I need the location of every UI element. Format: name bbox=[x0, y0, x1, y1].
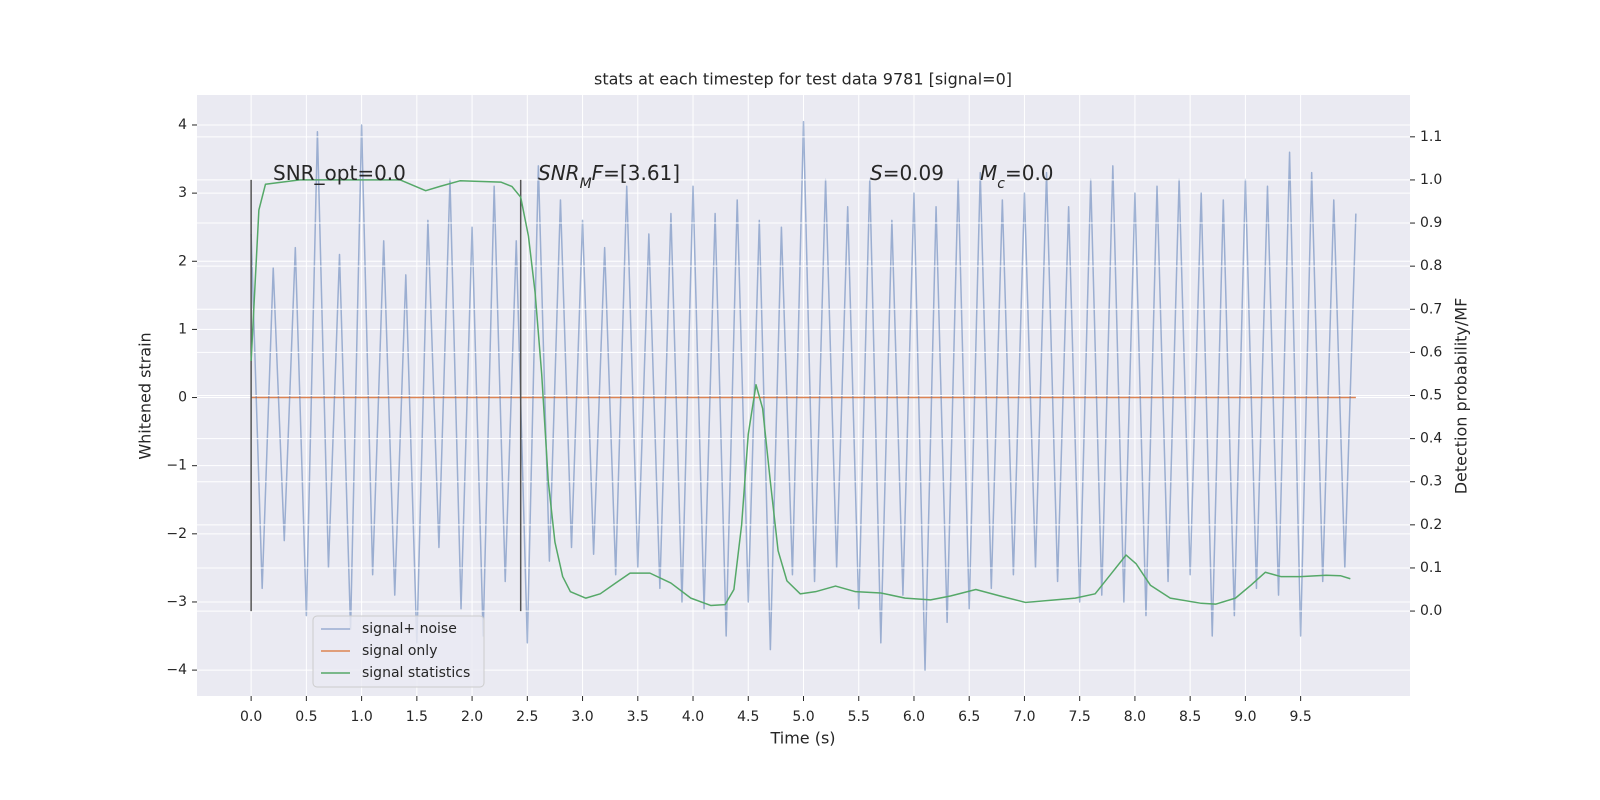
x-tick-label: 9.0 bbox=[1234, 709, 1256, 725]
x-tick-label: 0.0 bbox=[240, 709, 262, 725]
legend-box bbox=[312, 615, 485, 688]
x-tick-label: 4.5 bbox=[737, 709, 759, 725]
y-tick-label: 3 bbox=[178, 185, 187, 201]
x-tick-label: 2.0 bbox=[461, 709, 483, 725]
x-tick-label: 7.0 bbox=[1013, 709, 1035, 725]
x-tick-label: 6.5 bbox=[958, 709, 980, 725]
y2-tick-label: 1.1 bbox=[1420, 129, 1442, 145]
y2-tick-label: 0.2 bbox=[1420, 517, 1442, 533]
annotation-part: SNR bbox=[538, 161, 580, 185]
x-tick-label: 7.5 bbox=[1069, 709, 1091, 725]
x-tick-label: 5.0 bbox=[792, 709, 814, 725]
annotation-part: =0.09 bbox=[883, 161, 944, 185]
series-line bbox=[250, 179, 1351, 607]
annotation: SNRMF=[3.61] bbox=[538, 161, 680, 192]
x-tick-label: 3.5 bbox=[627, 709, 649, 725]
legend-label: signal only bbox=[362, 643, 437, 659]
annotation-part: F bbox=[592, 161, 604, 185]
y-tick-label: −2 bbox=[166, 526, 187, 542]
y2-axis-label: Detection probability/MF bbox=[1452, 298, 1471, 495]
annotation-part: M bbox=[580, 176, 592, 192]
y-tick-label: −3 bbox=[166, 594, 187, 610]
x-tick-label: 1.5 bbox=[406, 709, 428, 725]
y2-tick-label: 0.3 bbox=[1420, 474, 1442, 490]
annotation: Mc=0.0 bbox=[980, 161, 1054, 192]
y-tick-label: 1 bbox=[178, 321, 187, 337]
y-tick-label: −1 bbox=[166, 458, 187, 474]
x-tick-label: 8.0 bbox=[1124, 709, 1146, 725]
annotation-part: c bbox=[997, 176, 1005, 192]
y-tick-label: 2 bbox=[178, 253, 187, 269]
x-tick-label: 6.0 bbox=[903, 709, 925, 725]
x-tick-label: 4.0 bbox=[682, 709, 704, 725]
y2-tick-label: 0.7 bbox=[1420, 301, 1442, 317]
y2-tick-label: 0.5 bbox=[1420, 388, 1442, 404]
y2-tick-label: 0.4 bbox=[1420, 431, 1442, 447]
x-tick-label: 0.5 bbox=[295, 709, 317, 725]
x-tick-label: 2.5 bbox=[516, 709, 538, 725]
y-tick-label: −4 bbox=[166, 662, 187, 678]
annotation-part: M bbox=[980, 161, 997, 185]
x-tick-label: 5.5 bbox=[848, 709, 870, 725]
y2-tick-label: 0.1 bbox=[1420, 560, 1442, 576]
y-tick-label: 4 bbox=[178, 117, 187, 133]
annotation: SNR_opt=0.0 bbox=[273, 161, 406, 185]
y2-tick-label: 0.0 bbox=[1420, 603, 1442, 619]
annotation: S=0.09 bbox=[870, 161, 944, 185]
y2-tick-label: 0.9 bbox=[1420, 215, 1442, 231]
x-axis-label: Time (s) bbox=[769, 729, 835, 748]
y2-tick-label: 0.8 bbox=[1420, 258, 1442, 274]
y-tick-label: 0 bbox=[178, 390, 187, 406]
annotation-part: S bbox=[870, 161, 883, 185]
x-tick-label: 8.5 bbox=[1179, 709, 1201, 725]
x-tick-label: 9.5 bbox=[1289, 709, 1311, 725]
annotation-part: SNR_opt=0.0 bbox=[273, 161, 406, 185]
y2-tick-label: 1.0 bbox=[1420, 172, 1442, 188]
legend-label: signal statistics bbox=[362, 665, 470, 681]
annotation-part: =0.0 bbox=[1005, 161, 1054, 185]
legend-label: signal+ noise bbox=[362, 621, 457, 637]
annotation-part: =[3.61] bbox=[603, 161, 680, 185]
chart-title: stats at each timestep for test data 978… bbox=[594, 70, 1012, 89]
x-tick-label: 1.0 bbox=[350, 709, 372, 725]
y-axis-label: Whitened strain bbox=[136, 332, 155, 459]
y2-tick-label: 0.6 bbox=[1420, 344, 1442, 360]
x-tick-label: 3.0 bbox=[571, 709, 593, 725]
